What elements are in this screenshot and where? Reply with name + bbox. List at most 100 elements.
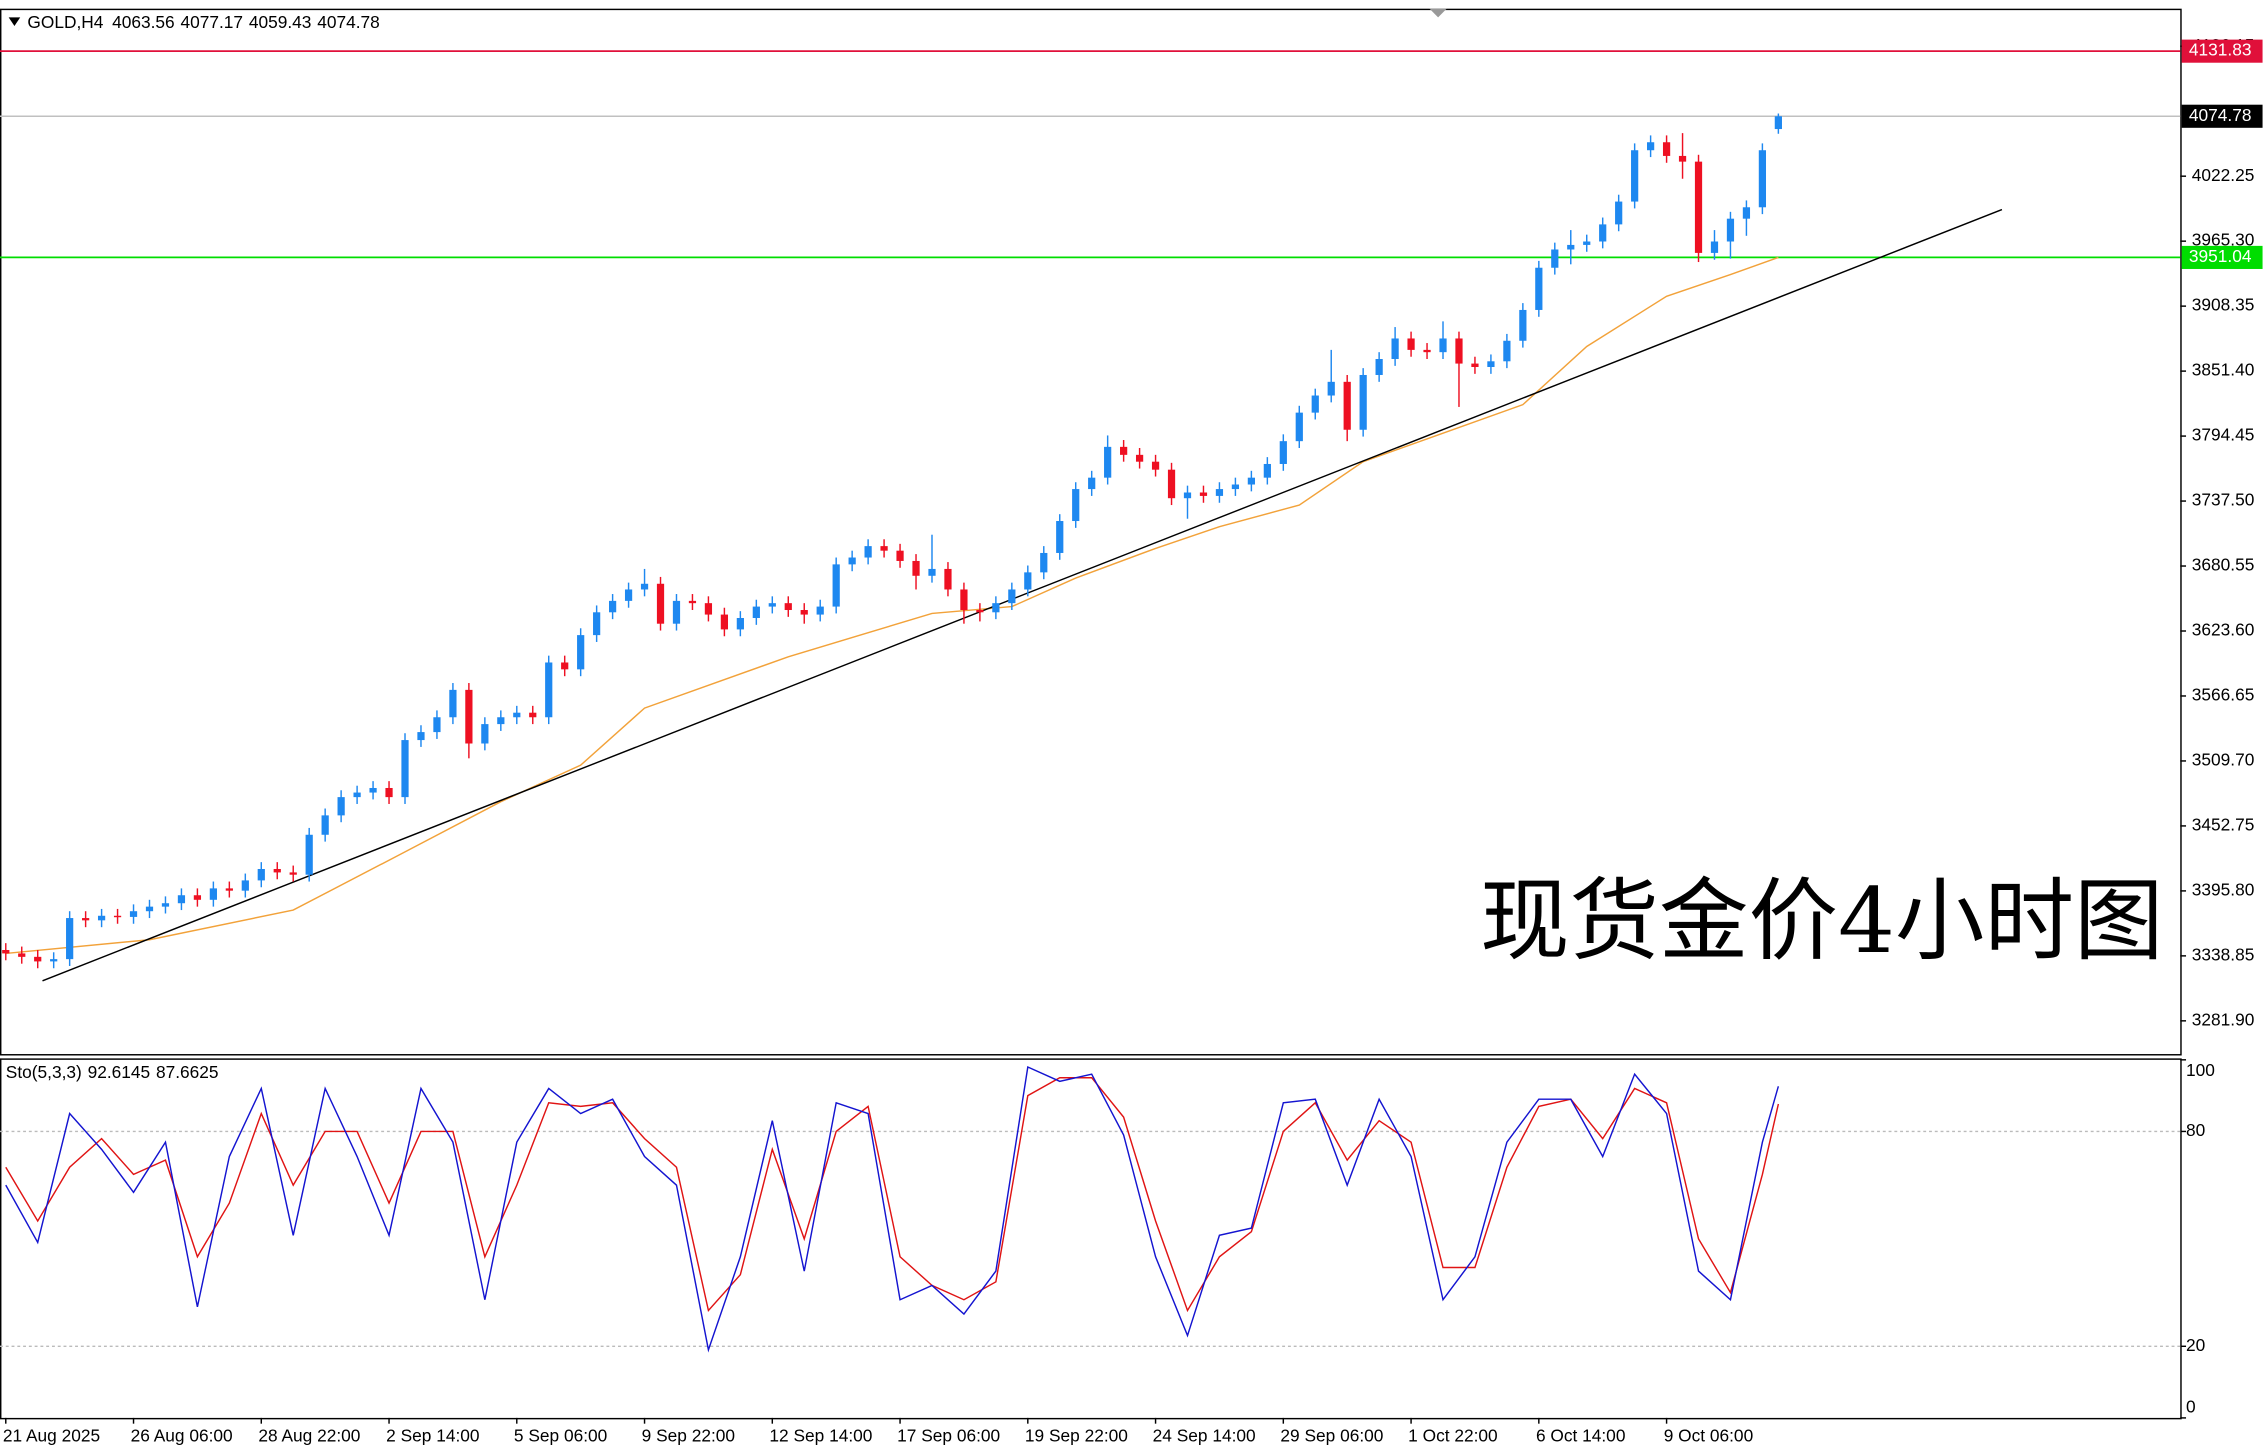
candle-body — [1678, 155, 1687, 162]
candle-body — [1407, 338, 1415, 350]
candle-body — [848, 557, 856, 565]
x-tick-label: 9 Oct 06:00 — [1664, 1425, 1754, 1445]
x-tick-label: 28 Aug 22:00 — [258, 1425, 360, 1445]
y-tick-label: 3851.40 — [2192, 360, 2255, 380]
candle-body — [241, 880, 249, 891]
y-tick-label: 100 — [2186, 1060, 2215, 1080]
candle-body — [704, 603, 713, 615]
level-label-box — [2181, 39, 2263, 63]
x-tick-label: 26 Aug 06:00 — [131, 1425, 233, 1445]
candle-body — [1583, 241, 1591, 245]
candle-body — [640, 583, 649, 590]
candle-body — [545, 662, 553, 718]
candle-body — [1535, 267, 1543, 310]
candle-body — [912, 560, 920, 576]
x-tick-label: 6 Oct 14:00 — [1536, 1425, 1626, 1445]
candle-body — [1359, 374, 1367, 430]
candle-body — [1263, 463, 1271, 478]
candle-body — [672, 600, 681, 624]
moving-average — [5, 256, 1779, 955]
candle-body — [1455, 338, 1463, 364]
candle-body — [1391, 338, 1399, 360]
chart-header: GOLD,H4 4063.56 4077.17 4059.43 4074.78 — [27, 12, 379, 32]
indicator-header: Sto(5,3,3) 92.6145 87.6625 — [6, 1061, 219, 1081]
main-value: 92.6145 — [88, 1061, 151, 1081]
x-tick-label: 9 Sep 22:00 — [642, 1425, 735, 1445]
candle-body — [497, 717, 505, 725]
price-label: 4074.78 — [2189, 105, 2252, 125]
y-tick-label: 3908.35 — [2192, 295, 2255, 315]
candle-body — [816, 606, 824, 615]
signal-value: 87.6625 — [156, 1061, 219, 1081]
candle-body — [1295, 412, 1303, 442]
candle-body — [289, 872, 297, 875]
candle-body — [768, 603, 776, 607]
candle-body — [193, 895, 202, 900]
candle-body — [1471, 363, 1479, 367]
candle-body — [800, 610, 808, 615]
candle-body — [1183, 492, 1192, 499]
x-tick-label: 5 Sep 06:00 — [514, 1425, 607, 1445]
candle-body — [465, 689, 473, 744]
ohlc-low: 4059.43 — [249, 12, 312, 32]
y-tick-label: 3794.45 — [2192, 425, 2255, 445]
candle-body — [624, 589, 633, 601]
candle-body — [1199, 492, 1208, 496]
candle-body — [2, 949, 10, 954]
candle-body — [577, 635, 585, 670]
candle-body — [992, 603, 1000, 613]
candle-body — [209, 888, 217, 900]
candle-body — [305, 834, 313, 875]
candle-body — [976, 610, 984, 613]
candle-body — [225, 888, 233, 891]
x-tick-label: 24 Sep 14:00 — [1153, 1425, 1256, 1445]
candle-body — [1615, 201, 1623, 225]
level-label-box — [2181, 245, 2263, 269]
candle-body — [720, 614, 729, 630]
candle-body — [1599, 224, 1607, 242]
price-panel — [0, 8, 2182, 1056]
candle-body — [1631, 150, 1639, 202]
candle-body — [1343, 381, 1351, 430]
candle-body — [1040, 552, 1048, 573]
candle-body — [481, 724, 489, 744]
candle-body — [513, 712, 521, 718]
y-tick-label: 80 — [2186, 1120, 2205, 1140]
candle-body — [529, 712, 537, 718]
candle-body — [1231, 484, 1240, 490]
shift-marker — [1429, 8, 1447, 18]
symbol-menu[interactable] — [8, 17, 21, 27]
candle-body — [1008, 589, 1016, 604]
candle-body — [113, 915, 122, 918]
y-tick-label: 3965.30 — [2192, 230, 2255, 250]
ohlc-high: 4077.17 — [180, 12, 243, 32]
y-tick-label: 3338.85 — [2192, 944, 2255, 964]
ohlc-close: 4074.78 — [317, 12, 380, 32]
candle-body — [656, 583, 665, 624]
candle-body — [561, 662, 569, 670]
candle-body — [82, 918, 90, 921]
candle-body — [1135, 454, 1144, 462]
candle-body — [1519, 309, 1527, 341]
x-tick-label: 17 Sep 06:00 — [897, 1425, 1000, 1445]
candle-body — [1279, 441, 1287, 464]
x-tick-label: 12 Sep 14:00 — [769, 1425, 872, 1445]
level-label: 3951.04 — [2189, 246, 2252, 266]
candle-body — [50, 959, 58, 962]
candle-body — [385, 787, 393, 798]
y-tick-label: 3395.80 — [2192, 879, 2255, 899]
candle-body — [177, 895, 186, 904]
indicator-panel — [0, 1058, 2182, 1420]
candle-body — [161, 903, 170, 907]
candle-body — [1104, 446, 1112, 478]
candle-body — [353, 792, 361, 798]
y-tick-label: 3281.90 — [2192, 1009, 2255, 1029]
x-tick-label: 2 Sep 14:00 — [386, 1425, 479, 1445]
y-tick-label: 3680.55 — [2192, 555, 2255, 575]
candle-body — [417, 732, 425, 741]
candle-body — [960, 589, 968, 611]
candle-body — [1088, 477, 1096, 490]
candle-body — [1774, 116, 1782, 130]
candle-body — [1439, 338, 1447, 353]
